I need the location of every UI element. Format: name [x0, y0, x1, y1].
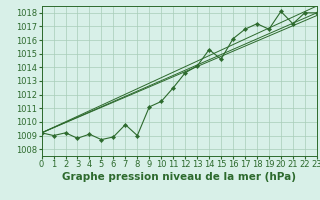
X-axis label: Graphe pression niveau de la mer (hPa): Graphe pression niveau de la mer (hPa) [62, 172, 296, 182]
